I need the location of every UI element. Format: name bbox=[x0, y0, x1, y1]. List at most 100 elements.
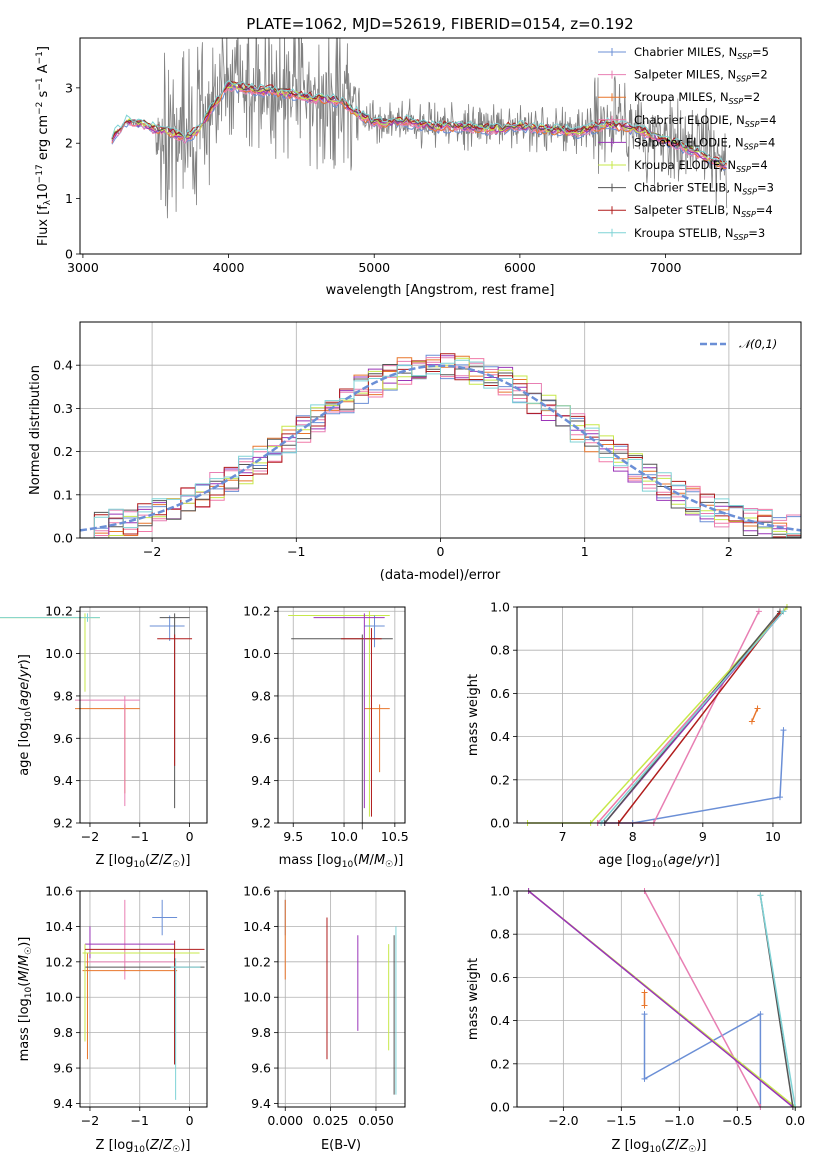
weight-marker bbox=[754, 705, 761, 712]
tick-label-y: 10.4 bbox=[45, 919, 73, 934]
xlabel-residuals: (data-model)/error bbox=[380, 568, 501, 583]
tick-label-y: 0.4 bbox=[490, 729, 510, 744]
tick-label-x: 9 bbox=[699, 829, 707, 844]
tick-label-x: 0 bbox=[186, 829, 194, 844]
tick-label-x: 8 bbox=[629, 829, 637, 844]
tick-label-x: 4000 bbox=[213, 260, 245, 275]
tick-label-x: 0.0 bbox=[785, 1113, 805, 1128]
legend-spectrum: Chabrier MILES, NSSP=5 Salpeter MILES, NS… bbox=[598, 45, 776, 242]
tick-label-x: 2 bbox=[725, 544, 733, 559]
tick-label-y: 9.4 bbox=[251, 773, 271, 788]
weight-marker bbox=[641, 1075, 648, 1082]
tick-label-x: 5000 bbox=[358, 260, 390, 275]
xlabel-age-vs-Z: Z [log10(Z/Z☉)] bbox=[96, 853, 191, 870]
tick-label-y: 0 bbox=[65, 247, 73, 262]
axes-spectrum bbox=[79, 37, 802, 255]
tick-label-y: 10.6 bbox=[45, 884, 73, 899]
tick-label-x: 10.5 bbox=[381, 829, 409, 844]
axes-age-vs-mass bbox=[277, 606, 406, 824]
panel-age-vs-Z: −2 −1 0 9.2 9.4 9.6 9.8 10.0 10.2 Z [log10(Z/Z☉)… bbox=[0, 604, 208, 870]
tick-label-x: −1 bbox=[131, 1113, 149, 1128]
axes-weight-vs-Z bbox=[516, 890, 802, 1108]
legend-residuals: 𝒩(0,1) bbox=[700, 337, 777, 351]
ylabel-weight-vs-age: mass weight bbox=[466, 674, 481, 756]
panel-age-vs-mass: 9.5 10.0 10.5 9.2 9.4 9.6 9.8 10.0 10.2 mass [lo… bbox=[243, 604, 409, 870]
tick-label-y: 9.6 bbox=[53, 731, 73, 746]
tick-label-y: 9.4 bbox=[251, 1096, 271, 1111]
axes-mass-vs-Z bbox=[79, 890, 208, 1108]
tick-label-x: 0.050 bbox=[358, 1113, 394, 1128]
tick-label-y: 1.0 bbox=[490, 884, 510, 899]
ylabel-weight-vs-Z: mass weight bbox=[466, 958, 481, 1040]
weight-marker bbox=[641, 989, 648, 996]
legend-entry: Salpeter STELIB, NSSP=4 bbox=[634, 203, 773, 219]
tick-label-y: 0.4 bbox=[53, 358, 73, 373]
weight-line-6 bbox=[527, 606, 788, 824]
tick-label-x: 0.025 bbox=[313, 1113, 349, 1128]
legend-entry: Chabrier STELIB, NSSP=3 bbox=[634, 181, 774, 197]
tick-label-y: 0.8 bbox=[490, 927, 510, 942]
tick-label-x: −0.5 bbox=[722, 1113, 752, 1128]
xlabel-weight-vs-Z: Z [log10(Z/Z☉)] bbox=[612, 1138, 707, 1155]
weight-line-5 bbox=[528, 890, 794, 1108]
weight-line-2 bbox=[643, 890, 762, 1108]
tick-label-y: 10.2 bbox=[45, 954, 73, 969]
normal-curve bbox=[79, 364, 802, 532]
ylabel-age-vs-Z: age [log10(age/yr)] bbox=[17, 654, 34, 776]
tick-label-y: 1.0 bbox=[490, 600, 510, 615]
axes-mass-vs-EBV bbox=[277, 890, 406, 1108]
tick-label-y: 0.0 bbox=[490, 1100, 510, 1115]
tick-label-y: 9.2 bbox=[251, 816, 271, 831]
tick-label-y: 10.4 bbox=[243, 919, 271, 934]
weight-line-8 bbox=[618, 613, 781, 824]
legend-entry: Kroupa MILES, NSSP=2 bbox=[634, 90, 760, 106]
weight-marker bbox=[757, 892, 764, 899]
legend-entry: Kroupa STELIB, NSSP=3 bbox=[634, 226, 765, 242]
legend-entry: Chabrier MILES, NSSP=5 bbox=[634, 45, 769, 61]
panel-mass-vs-EBV: 0.000 0.025 0.050 9.4 9.6 9.8 10.0 10.2 10.4 10.6… bbox=[243, 884, 406, 1153]
tick-label-x: 1 bbox=[581, 544, 589, 559]
tick-label-y: 9.8 bbox=[251, 1025, 271, 1040]
tick-label-x: −1 bbox=[131, 829, 149, 844]
weight-line-1 bbox=[643, 1012, 762, 1107]
tick-label-x: 9.5 bbox=[283, 829, 303, 844]
tick-label-x: −1.5 bbox=[606, 1113, 636, 1128]
legend-entry: Chabrier ELODIE, NSSP=4 bbox=[634, 113, 776, 129]
xlabel-weight-vs-age: age [log10(age/yr)] bbox=[598, 853, 720, 870]
tick-label-y: 9.6 bbox=[251, 1061, 271, 1076]
tick-label-x: 0 bbox=[437, 544, 445, 559]
tick-label-y: 10.2 bbox=[243, 954, 271, 969]
panel-weight-vs-age: 7 8 9 10 0.0 0.2 0.4 0.6 0.8 1.0 age [log10(age/y… bbox=[466, 600, 802, 870]
model-line-9 bbox=[111, 80, 728, 165]
tick-label-y: 9.8 bbox=[251, 688, 271, 703]
weight-line-3 bbox=[751, 708, 759, 722]
tick-label-y: 10.2 bbox=[45, 604, 73, 619]
ylabel-spectrum: Flux [fλ10−17 erg cm−2 s−1 A−1] bbox=[35, 46, 53, 246]
weight-marker bbox=[755, 608, 762, 615]
panel-residuals: −2 −1 0 1 2 0.0 0.1 0.2 0.3 0.4 (data-model)/erro… bbox=[28, 321, 802, 583]
legend-entry: Salpeter ELODIE, NSSP=4 bbox=[634, 135, 775, 151]
model-line-2 bbox=[111, 85, 727, 170]
weight-marker bbox=[780, 608, 787, 615]
tick-label-y: 9.4 bbox=[53, 773, 73, 788]
tick-label-x: −2 bbox=[81, 829, 99, 844]
tick-label-x: 6000 bbox=[504, 260, 536, 275]
tick-label-y: 0.2 bbox=[490, 1056, 510, 1071]
tick-label-y: 10.2 bbox=[243, 604, 271, 619]
tick-label-x: −2 bbox=[81, 1113, 99, 1128]
tick-label-y: 3 bbox=[65, 80, 73, 95]
tick-label-y: 0.8 bbox=[490, 643, 510, 658]
tick-label-y: 0.3 bbox=[53, 401, 73, 416]
tick-label-y: 9.8 bbox=[53, 1025, 73, 1040]
xlabel-mass-vs-Z: Z [log10(Z/Z☉)] bbox=[96, 1138, 191, 1155]
tick-label-y: 1 bbox=[65, 191, 73, 206]
axes-age-vs-Z bbox=[79, 606, 208, 824]
tick-label-x: 3000 bbox=[67, 260, 99, 275]
legend-normal-label: 𝒩(0,1) bbox=[739, 337, 777, 351]
panel-weight-vs-Z: −2.0 −1.5 −1.0 −0.5 0.0 0.0 0.2 0.4 0.6 0.8 1.0 Z … bbox=[466, 884, 805, 1156]
tick-label-x: −1.0 bbox=[664, 1113, 694, 1128]
tick-label-x: 0 bbox=[186, 1113, 194, 1128]
tick-label-y: 9.4 bbox=[53, 1096, 73, 1111]
tick-label-x: 0.000 bbox=[267, 1113, 303, 1128]
